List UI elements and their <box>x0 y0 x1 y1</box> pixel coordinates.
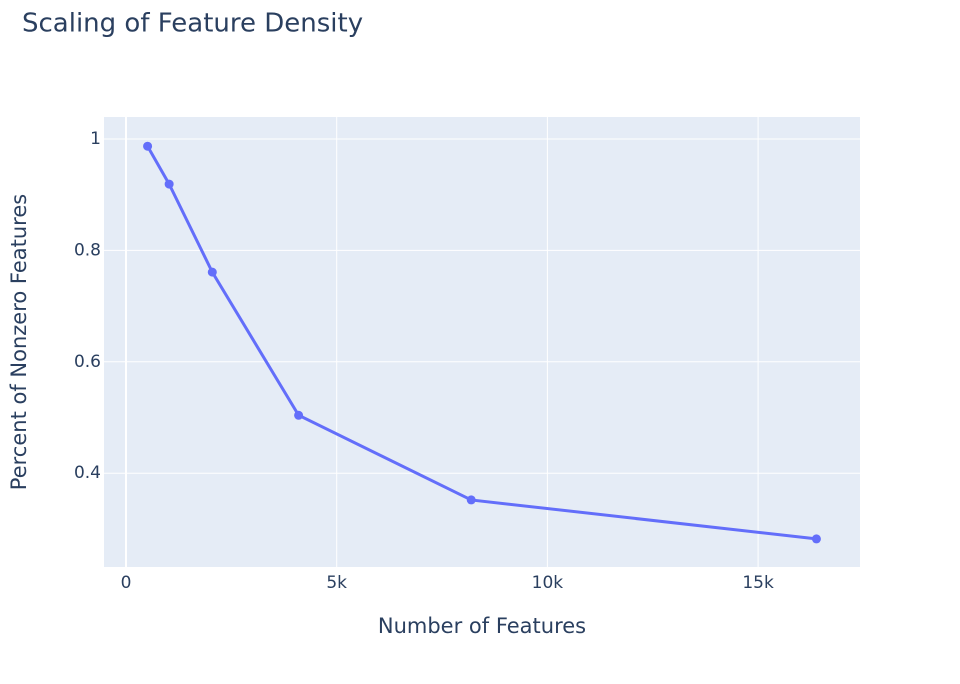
x-tick-label: 10k <box>532 573 564 593</box>
y-tick-label: 1 <box>90 129 101 149</box>
plot-area <box>104 117 860 567</box>
x-tick-label: 5k <box>326 573 347 593</box>
point <box>143 141 153 151</box>
y-axis-title: Percent of Nonzero Features <box>7 194 31 490</box>
x-tick-label: 0 <box>121 573 132 593</box>
x-axis-title: Number of Features <box>378 614 586 638</box>
x-tick-label: 15k <box>742 573 774 593</box>
y-tick-label: 0.4 <box>74 463 101 483</box>
y-tick-label: 0.6 <box>74 352 101 372</box>
chart-title: Scaling of Feature Density <box>22 9 363 39</box>
y-tick-label: 0.8 <box>74 240 101 260</box>
line <box>146 145 817 541</box>
point <box>466 495 476 505</box>
point <box>207 267 217 277</box>
point <box>811 534 821 544</box>
point <box>294 410 304 420</box>
point <box>164 179 174 189</box>
